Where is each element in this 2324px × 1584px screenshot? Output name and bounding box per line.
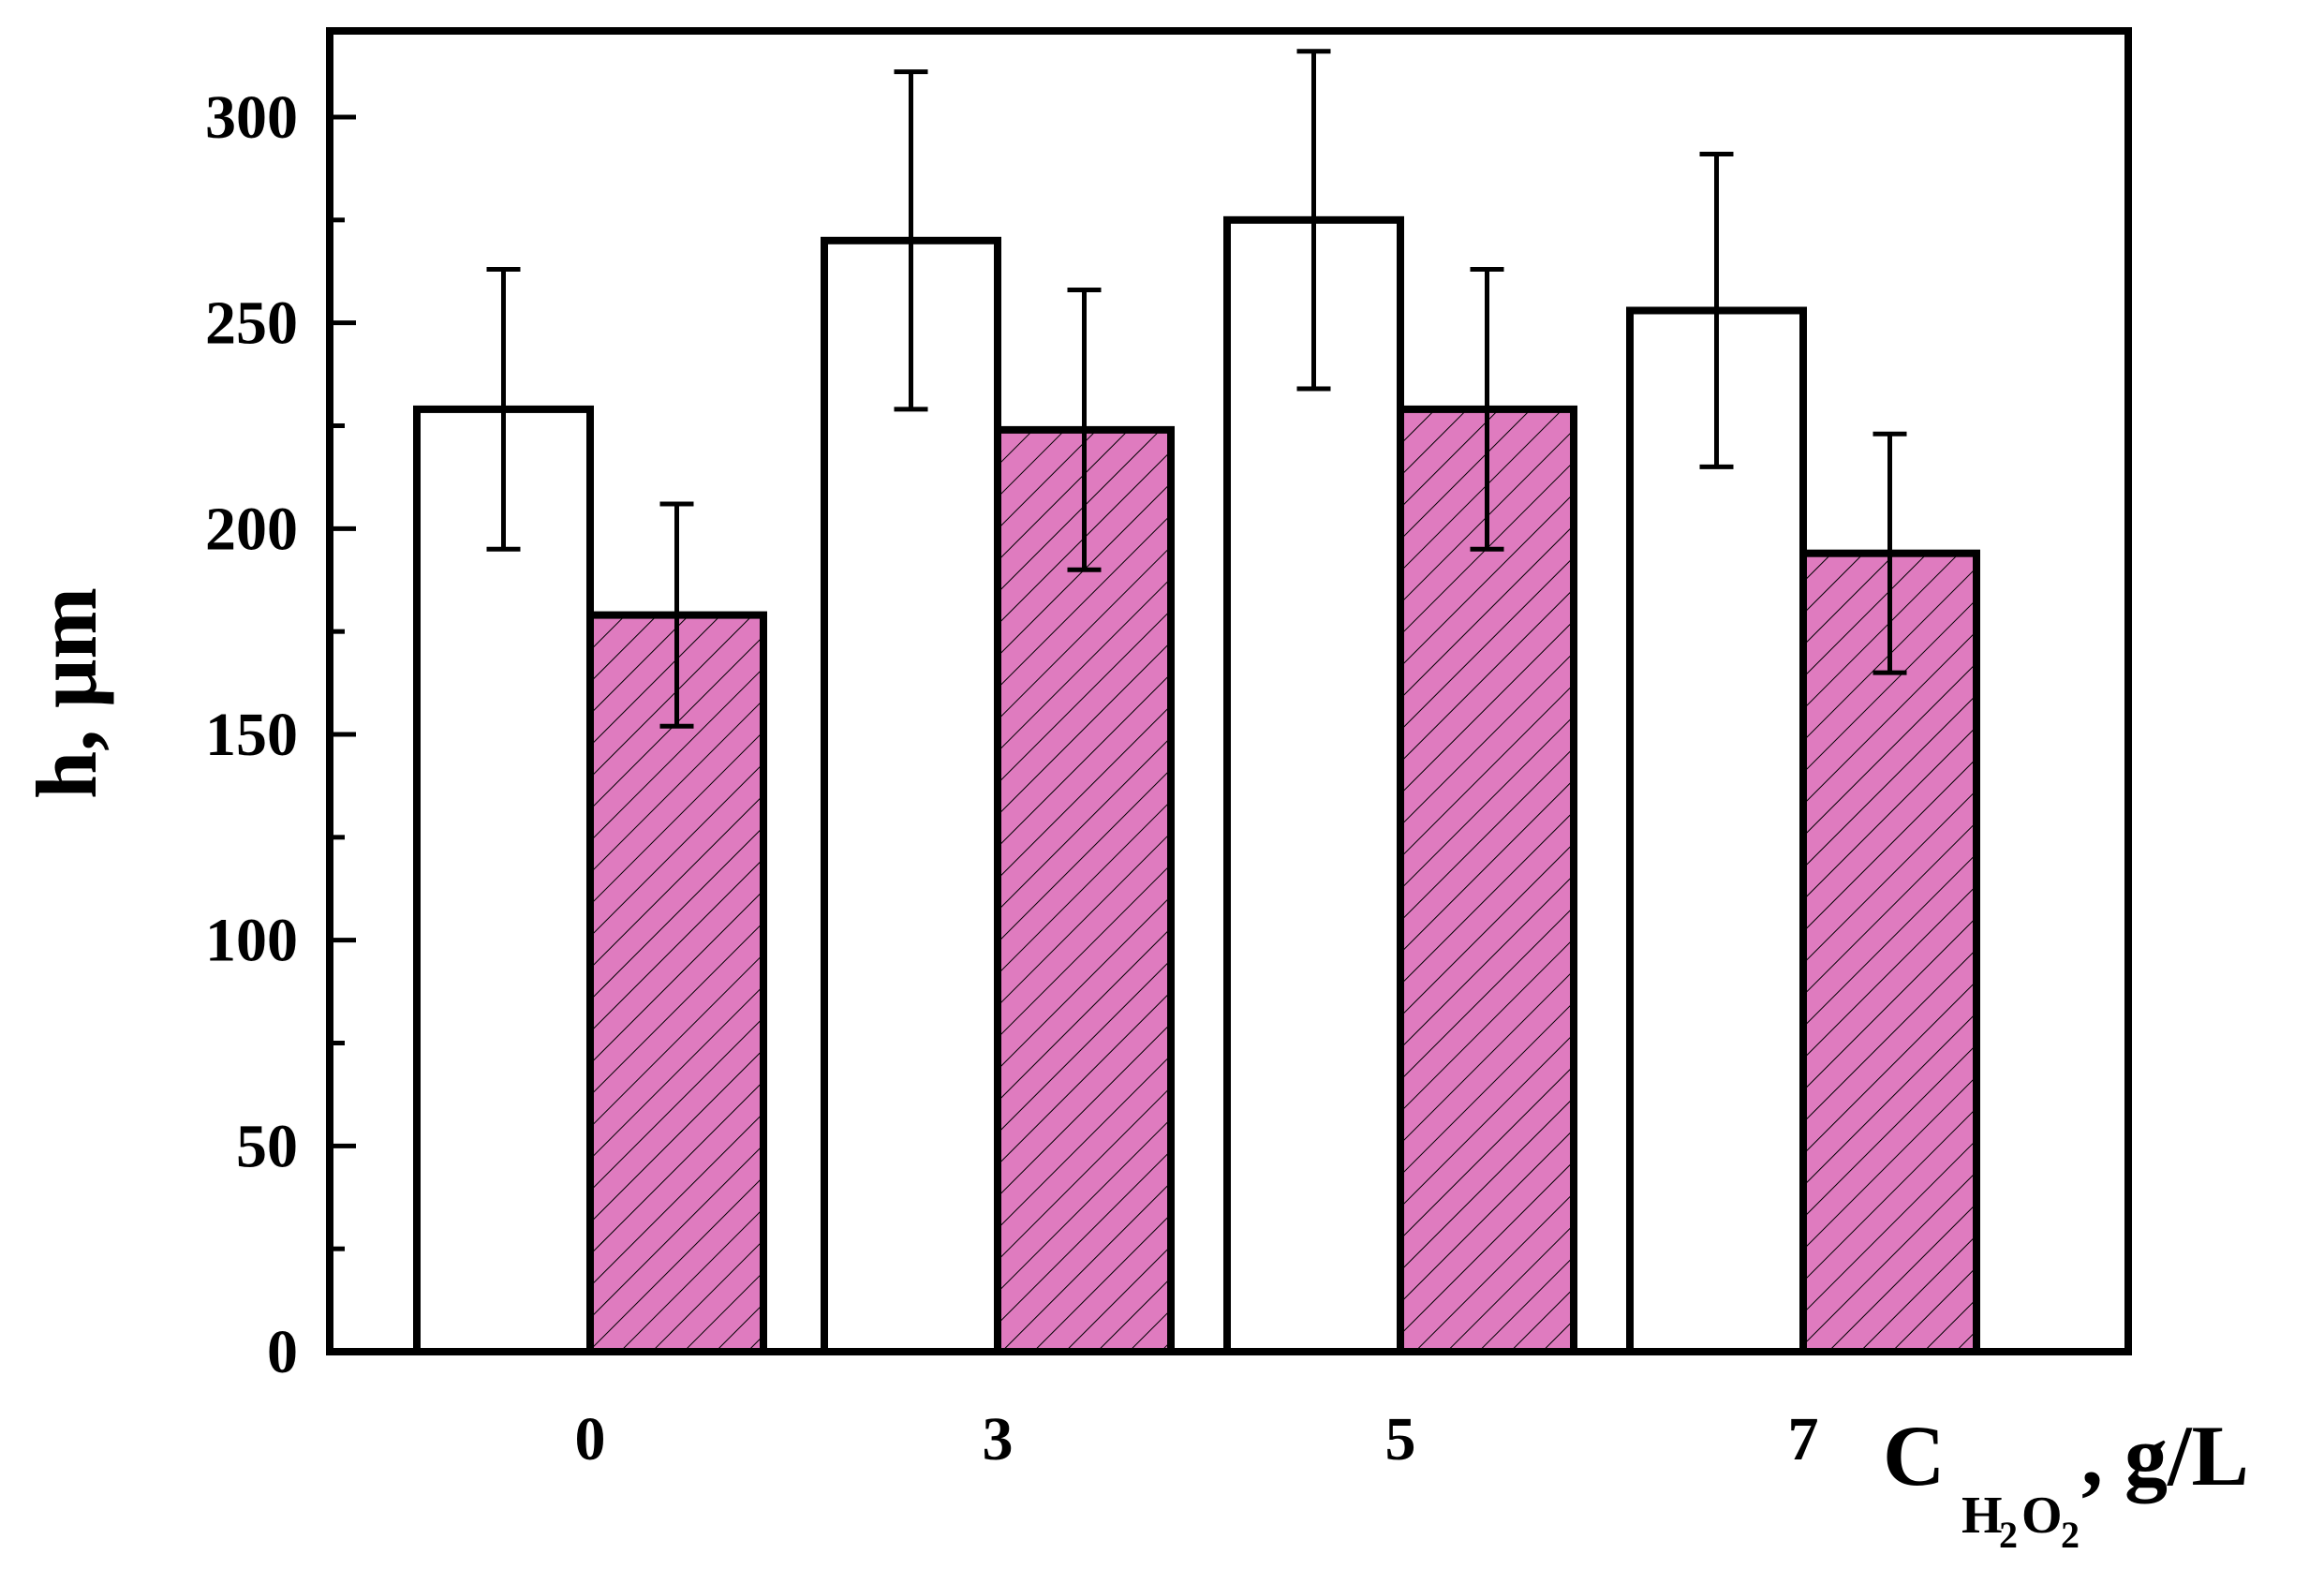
bar-series-2-cat-7 <box>1799 549 1980 1355</box>
y-tick-label: 250 <box>205 289 298 358</box>
x-axis-title-sub2: O <box>2021 1487 2063 1545</box>
bar-series-1-cat-0 <box>413 405 594 1355</box>
x-tick-label: 0 <box>575 1405 606 1473</box>
x-axis-title-tail: , g/L <box>2081 1408 2249 1503</box>
error-bar-series-1-cat-5 <box>1296 49 1331 392</box>
x-axis-title: C H 2 O 2 , g/L <box>1883 1408 2249 1556</box>
bar-series-2-cat-5 <box>1397 405 1577 1355</box>
x-axis-title-sub2-digit: 2 <box>2061 1514 2080 1556</box>
x-tick-label: 3 <box>983 1405 1014 1473</box>
y-axis-ticks <box>330 114 356 1355</box>
error-bar-series-1-cat-0 <box>486 267 521 552</box>
x-axis-tick-labels: 0 3 5 7 <box>575 1405 1819 1473</box>
y-tick-label: 0 <box>267 1318 298 1386</box>
y-axis-title: h, μm <box>19 587 114 799</box>
bar-series-1-cat-3 <box>821 236 1001 1355</box>
y-tick-label: 150 <box>205 701 298 769</box>
bars-layer <box>413 215 1980 1356</box>
y-tick-label: 200 <box>205 495 298 563</box>
y-tick-label: 100 <box>205 907 298 975</box>
x-tick-label: 7 <box>1788 1405 1819 1473</box>
bar-series-1-cat-5 <box>1223 215 1404 1355</box>
x-tick-label: 5 <box>1385 1405 1416 1473</box>
error-bars-layer <box>486 49 1907 729</box>
error-bar-series-2-cat-7 <box>1873 431 1907 675</box>
y-axis-tick-labels: 0 50 100 150 200 250 300 <box>205 83 298 1386</box>
plot-frame <box>326 27 2132 1355</box>
x-axis-title-sub1-digit: 2 <box>1999 1514 2018 1556</box>
y-tick-label: 300 <box>205 83 298 152</box>
error-bar-series-1-cat-7 <box>1699 152 1734 469</box>
error-bar-series-2-cat-5 <box>1470 267 1504 552</box>
error-bar-series-1-cat-3 <box>894 69 928 412</box>
x-axis-title-main: C <box>1883 1408 1945 1503</box>
error-bar-series-2-cat-0 <box>659 501 694 729</box>
y-tick-label: 50 <box>236 1112 298 1180</box>
error-bar-series-2-cat-3 <box>1067 288 1102 572</box>
x-axis-title-sub1: H <box>1961 1487 2003 1545</box>
